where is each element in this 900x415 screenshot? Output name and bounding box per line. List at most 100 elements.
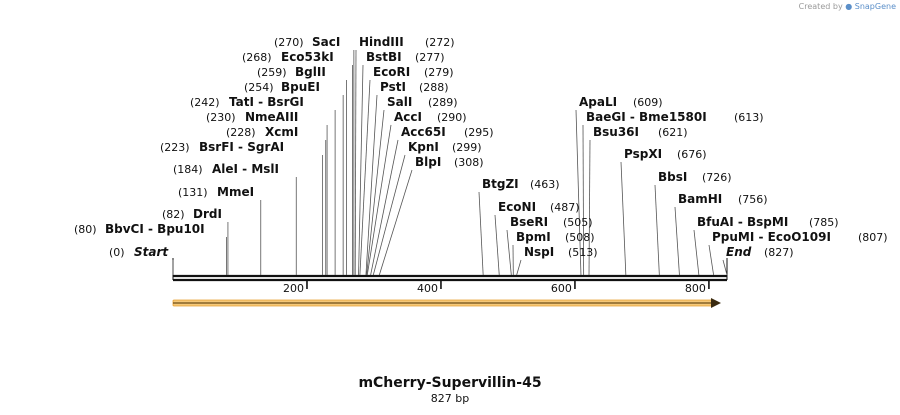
site-position: (463)	[530, 178, 560, 191]
site-line	[354, 49, 357, 276]
site-name[interactable]: AccI	[394, 110, 422, 124]
site-name[interactable]: PpuMI - EcoO109I	[712, 230, 831, 244]
site-name[interactable]: PstI	[380, 80, 406, 94]
plasmid-map: 200 400 600 800 Start (0) BbvCI - Bpu10I (80) D…	[74, 35, 888, 308]
site-line	[620, 161, 627, 276]
site-position: (254)	[244, 81, 274, 94]
site-position: (289)	[428, 96, 458, 109]
site-line	[693, 229, 700, 276]
site-name[interactable]: ApaLI	[579, 95, 617, 109]
site-name[interactable]: BtgZI	[482, 177, 519, 191]
site-line	[372, 154, 406, 276]
credit-brand: SnapGene	[854, 2, 896, 11]
site-line	[722, 259, 728, 276]
site-line	[506, 229, 512, 276]
site-name[interactable]: NspI	[524, 245, 554, 259]
site-name[interactable]: BstBI	[366, 50, 402, 64]
site-labels: Start (0) BbvCI - Bpu10I (80) DrdI (82) MmeI (1…	[74, 35, 888, 259]
ruler-tick-label: 400	[417, 282, 438, 295]
site-line	[370, 139, 399, 276]
site-name[interactable]: Start	[134, 245, 169, 259]
site-name[interactable]: End	[726, 245, 752, 259]
site-name[interactable]: BpuEI	[281, 80, 320, 94]
site-name[interactable]: SalI	[387, 95, 412, 109]
site-name[interactable]: Bsu36I	[593, 125, 639, 139]
site-name[interactable]: EcoRI	[373, 65, 410, 79]
site-lines	[172, 49, 728, 276]
site-position: (288)	[419, 81, 449, 94]
site-line	[494, 214, 500, 276]
site-name[interactable]: NmeAIII	[245, 110, 298, 124]
site-position: (299)	[452, 141, 482, 154]
site-position: (184)	[173, 163, 203, 176]
map-length: 827 bp	[430, 392, 470, 405]
site-line	[365, 94, 378, 276]
site-position: (676)	[677, 148, 707, 161]
site-position: (228)	[226, 126, 256, 139]
site-name[interactable]: EcoNI	[498, 200, 536, 214]
site-name[interactable]: MmeI	[217, 185, 254, 199]
site-position: (0)	[109, 246, 125, 259]
site-name[interactable]: Acc65I	[401, 125, 446, 139]
site-name[interactable]: DrdI	[193, 207, 222, 221]
site-position: (295)	[464, 126, 494, 139]
site-position: (270)	[274, 36, 304, 49]
site-position: (131)	[178, 186, 208, 199]
site-line	[516, 259, 522, 276]
site-line	[366, 109, 385, 276]
site-name[interactable]: AleI - MslI	[212, 162, 279, 176]
site-line	[378, 169, 413, 276]
site-position: (807)	[858, 231, 888, 244]
snapgene-credit: Created by ● SnapGene	[799, 2, 896, 11]
site-name[interactable]: TatI - BsrGI	[229, 95, 304, 109]
site-name[interactable]: BlpI	[415, 155, 441, 169]
site-position: (268)	[242, 51, 272, 64]
site-name[interactable]: KpnI	[408, 140, 439, 154]
site-position: (613)	[734, 111, 764, 124]
map-title: mCherry-Supervillin-45	[358, 375, 542, 391]
site-name[interactable]: PspXI	[624, 147, 662, 161]
site-position: (230)	[206, 111, 236, 124]
site-name[interactable]: HindIII	[359, 35, 404, 49]
site-line	[582, 124, 585, 276]
site-line	[358, 64, 364, 276]
snapgene-logo-icon: ●	[845, 2, 853, 11]
site-position: (290)	[437, 111, 467, 124]
site-position: (82)	[162, 208, 185, 221]
site-line	[708, 244, 714, 276]
site-position: (609)	[633, 96, 663, 109]
site-position: (621)	[658, 126, 688, 139]
site-name[interactable]: BbvCI - Bpu10I	[105, 222, 205, 236]
site-line	[588, 139, 591, 276]
site-position: (827)	[764, 246, 794, 259]
site-name[interactable]: BaeGI - Bme1580I	[586, 110, 707, 124]
site-position: (513)	[568, 246, 598, 259]
site-position: (259)	[257, 66, 287, 79]
site-position: (505)	[563, 216, 593, 229]
site-name[interactable]: Eco53kI	[281, 50, 334, 64]
site-position: (756)	[738, 193, 768, 206]
site-name[interactable]: XcmI	[265, 125, 298, 139]
site-position: (508)	[565, 231, 595, 244]
site-line	[674, 206, 680, 276]
site-line	[359, 79, 371, 276]
site-name[interactable]: BseRI	[510, 215, 548, 229]
site-name[interactable]: BpmI	[516, 230, 551, 244]
site-name[interactable]: BfuAI - BspMI	[697, 215, 788, 229]
site-name[interactable]: BbsI	[658, 170, 687, 184]
site-line	[478, 191, 484, 276]
site-name[interactable]: BglII	[295, 65, 326, 79]
ruler-tick-label: 200	[283, 282, 304, 295]
site-name[interactable]: SacI	[312, 35, 340, 49]
site-line	[575, 109, 582, 276]
site-position: (487)	[550, 201, 580, 214]
ruler-tick-label: 800	[685, 282, 706, 295]
site-name[interactable]: BsrFI - SgrAI	[199, 140, 284, 154]
site-position: (223)	[160, 141, 190, 154]
site-name[interactable]: BamHI	[678, 192, 722, 206]
site-position: (279)	[424, 66, 454, 79]
feature-arrow[interactable]	[172, 298, 721, 308]
ruler-tick-label: 600	[551, 282, 572, 295]
credit-prefix: Created by	[798, 2, 843, 11]
site-line	[366, 124, 392, 276]
